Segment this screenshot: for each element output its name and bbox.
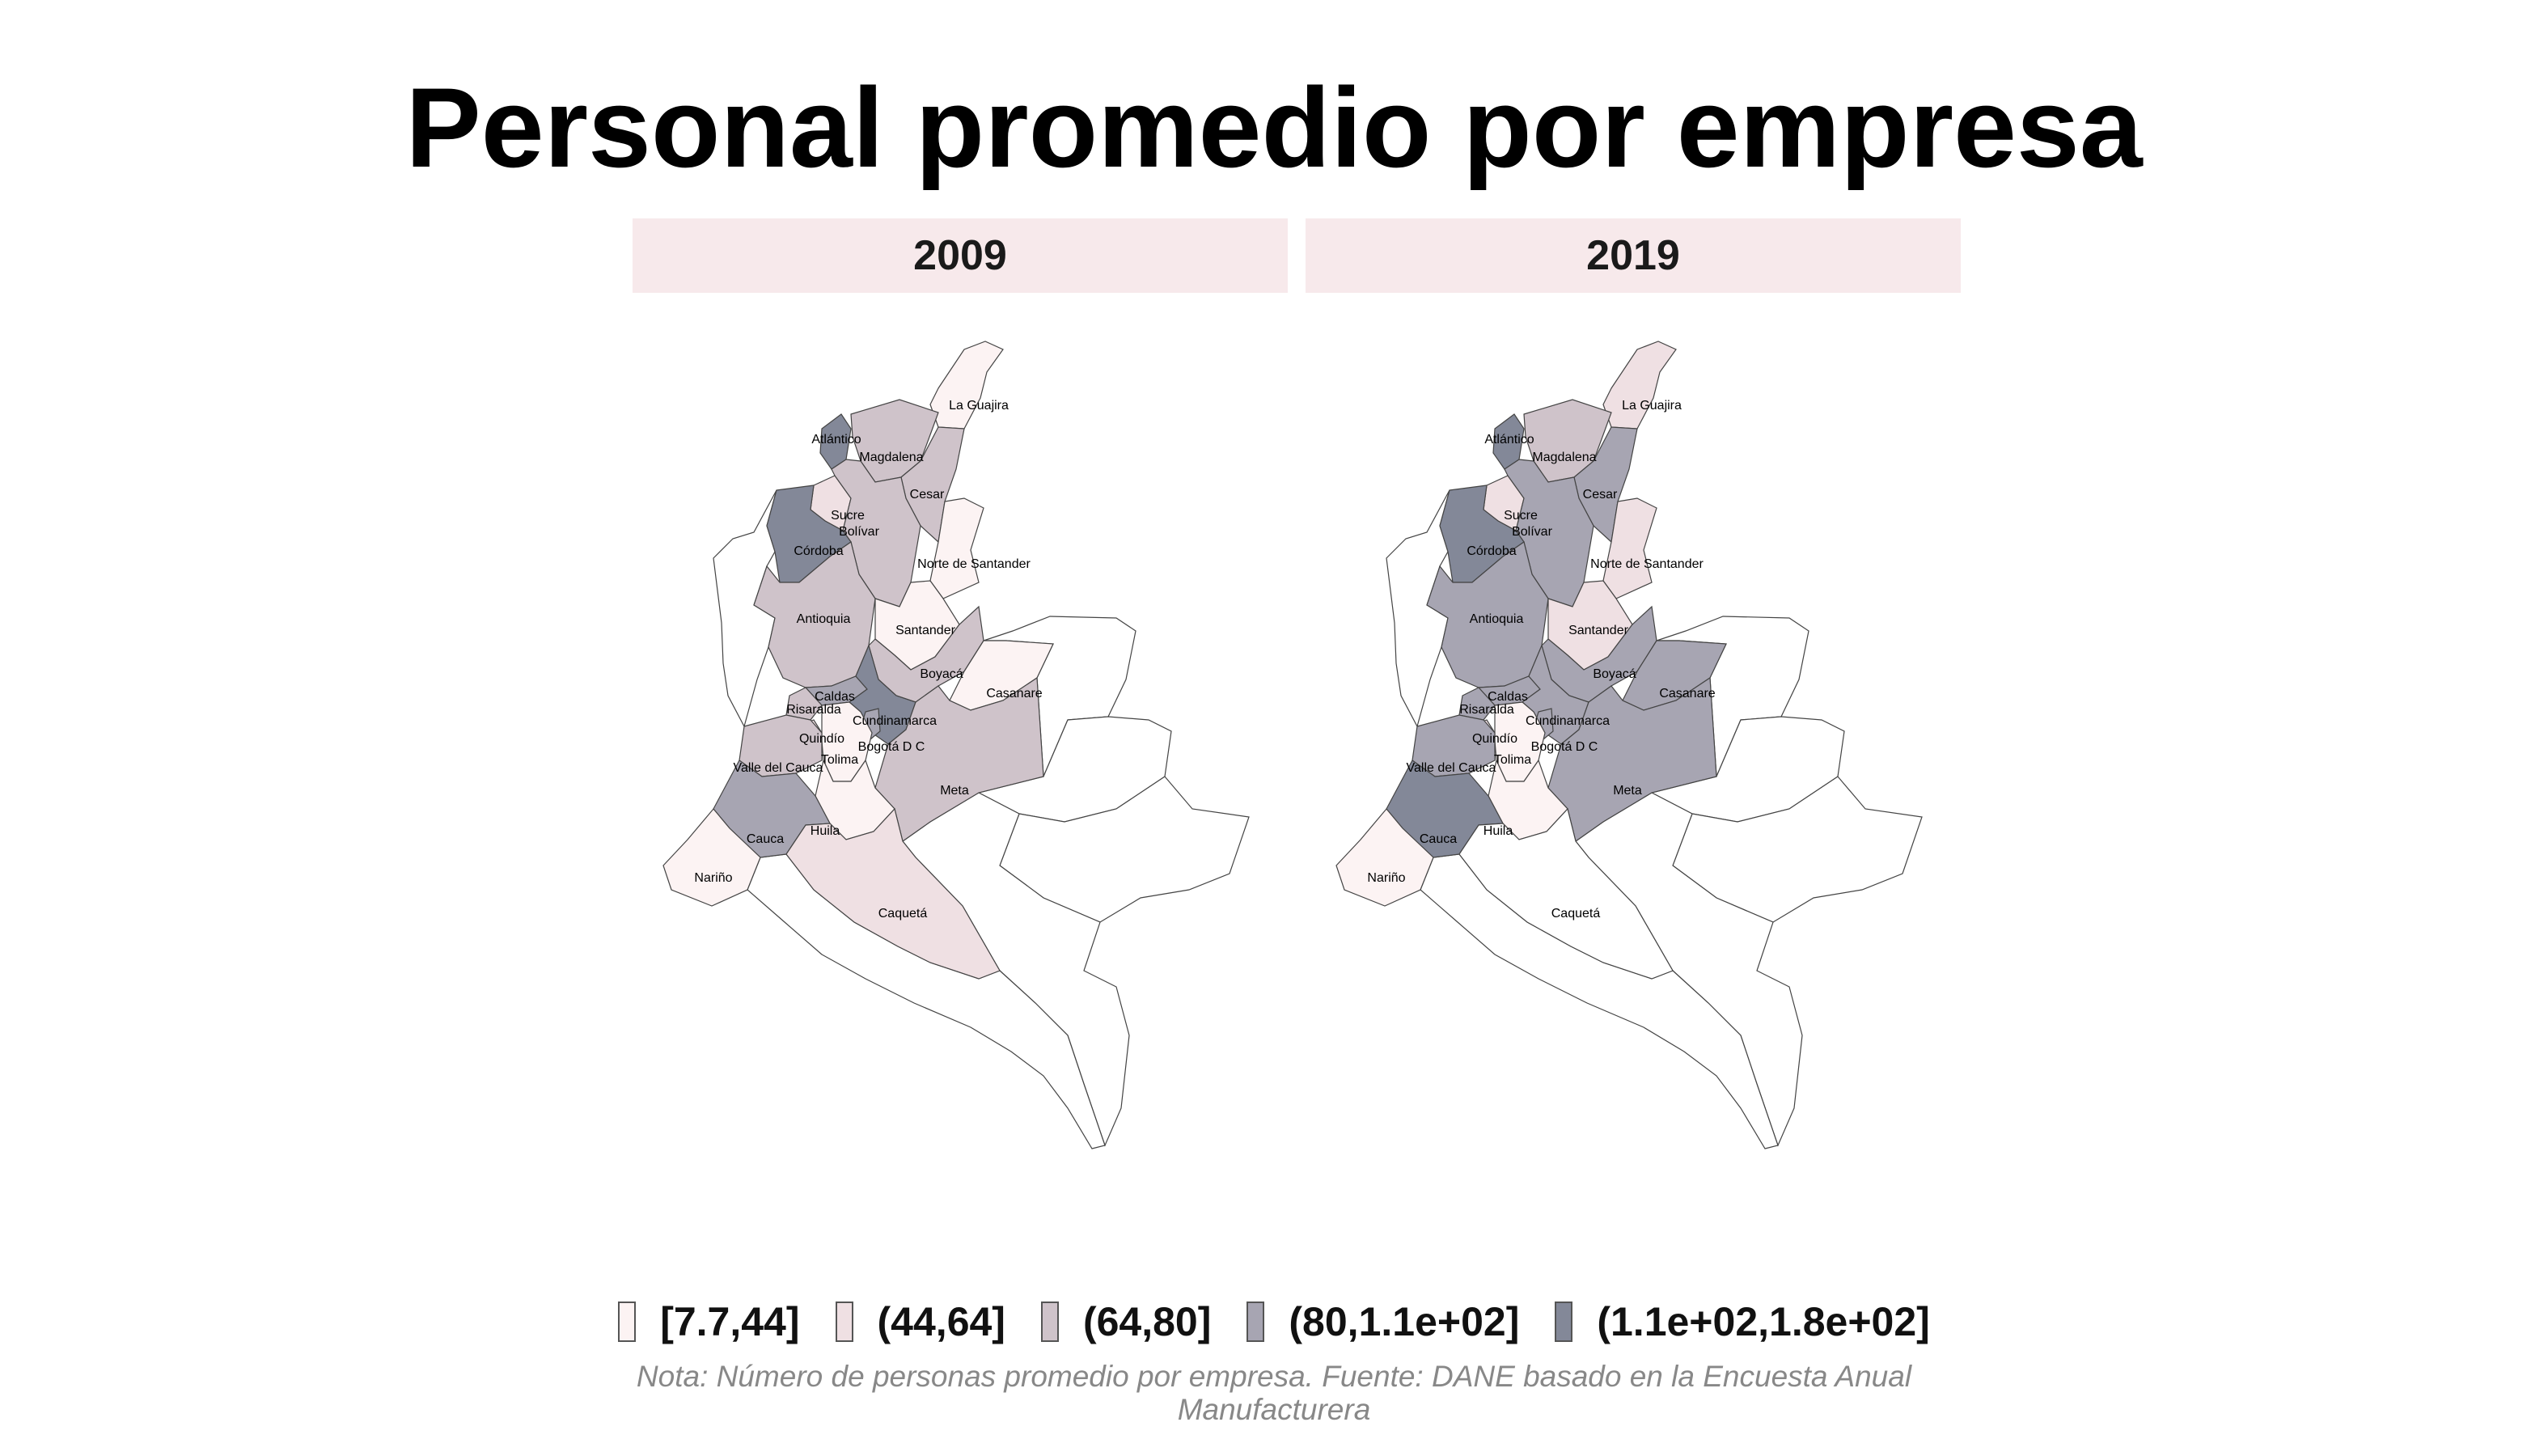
- department-label: Cundinamarca: [1526, 714, 1610, 728]
- department-label: Antioquia: [797, 612, 851, 626]
- department-label: Huila: [1484, 824, 1513, 838]
- department-label: Valle del Cauca: [1407, 761, 1496, 775]
- department-label: Cesar: [1583, 488, 1618, 502]
- department-region: [1335, 808, 1434, 907]
- department-label: Santander: [895, 624, 956, 637]
- legend-swatch: [618, 1302, 637, 1342]
- department-label: Bolívar: [839, 525, 879, 539]
- department-label: Quindío: [799, 732, 844, 746]
- legend-swatch: [835, 1302, 853, 1342]
- legend-swatch: [1246, 1302, 1265, 1342]
- department-label: Caldas: [815, 690, 855, 704]
- department-label: Risaralda: [786, 703, 841, 717]
- department-region: [1458, 807, 1674, 980]
- department-label: Magdalena: [859, 451, 923, 464]
- legend-swatch: [1555, 1302, 1573, 1342]
- legend: [7.7,44] (44,64] (64,80] (80,1.1e+02] (1…: [0, 1298, 2548, 1345]
- department-label: Caquetá: [1551, 907, 1601, 921]
- legend-item: (64,80]: [1040, 1298, 1212, 1345]
- legend-label: (80,1.1e+02]: [1289, 1299, 1520, 1344]
- department-label: Risaralda: [1459, 703, 1514, 717]
- facet-strip-2019: 2019: [1306, 218, 1961, 293]
- legend-label: (44,64]: [877, 1299, 1005, 1344]
- map-2009: La Guajira Atlántico Magdalena Cesar Sucre Bo…: [662, 341, 1250, 1149]
- department-label: Quindío: [1472, 732, 1517, 746]
- department-label: Norte de Santander: [917, 557, 1031, 571]
- department-label: Atlántico: [811, 433, 861, 447]
- department-label: Córdoba: [794, 544, 843, 558]
- department-label: Tolima: [821, 753, 858, 767]
- department-label: Cauca: [1420, 832, 1457, 846]
- department-label: Santander: [1568, 624, 1629, 637]
- department-label: Caquetá: [878, 907, 928, 921]
- department-label: La Guajira: [1622, 399, 1682, 413]
- legend-item: (80,1.1e+02]: [1246, 1298, 1519, 1345]
- department-label: Huila: [811, 824, 840, 838]
- department-label: Bogotá D C: [858, 740, 925, 754]
- department-label: Bogotá D C: [1531, 740, 1598, 754]
- department-label: Meta: [1613, 784, 1642, 798]
- department-label: Sucre: [831, 509, 865, 523]
- legend-item: (1.1e+02,1.8e+02]: [1555, 1298, 1930, 1345]
- department-label: Atlántico: [1484, 433, 1534, 447]
- legend-label: (1.1e+02,1.8e+02]: [1597, 1299, 1930, 1344]
- legend-item: [7.7,44]: [618, 1298, 800, 1345]
- legend-label: [7.7,44]: [660, 1299, 800, 1344]
- page-title: Personal promedio por empresa: [405, 64, 2143, 191]
- department-region: [785, 687, 823, 721]
- department-label: Boyacá: [920, 667, 963, 681]
- department-region: [662, 808, 761, 907]
- department-label: Sucre: [1504, 509, 1538, 523]
- department-label: Córdoba: [1467, 544, 1516, 558]
- department-label: Boyacá: [1593, 667, 1636, 681]
- department-label: Valle del Cauca: [734, 761, 823, 775]
- department-label: Cundinamarca: [853, 714, 937, 728]
- department-label: Nariño: [694, 871, 732, 885]
- department-label: Caldas: [1488, 690, 1528, 704]
- facet-strip-2009: 2009: [633, 218, 1288, 293]
- department-label: Cesar: [910, 488, 945, 502]
- department-label: Casanare: [986, 687, 1042, 700]
- department-region: [1458, 687, 1496, 721]
- department-label: Cauca: [747, 832, 784, 846]
- department-label: Norte de Santander: [1590, 557, 1704, 571]
- department-label: Meta: [940, 784, 969, 798]
- legend-label: (64,80]: [1082, 1299, 1212, 1344]
- department-region: [1602, 497, 1657, 599]
- legend-swatch: [1040, 1302, 1059, 1342]
- department-label: Casanare: [1659, 687, 1715, 700]
- department-region: [929, 497, 984, 599]
- department-label: La Guajira: [949, 399, 1009, 413]
- source-note: Nota: Número de personas promedio por em…: [636, 1360, 1912, 1426]
- department-label: Nariño: [1367, 871, 1405, 885]
- department-region: [929, 341, 1004, 430]
- department-region: [1602, 341, 1677, 430]
- department-label: Antioquia: [1470, 612, 1524, 626]
- legend-item: (44,64]: [835, 1298, 1005, 1345]
- department-label: Tolima: [1494, 753, 1531, 767]
- map-2019: La Guajira Atlántico Magdalena Cesar Sucre Bo…: [1335, 341, 1923, 1149]
- department-region: [785, 807, 1001, 980]
- department-label: Bolívar: [1512, 525, 1552, 539]
- department-label: Magdalena: [1532, 451, 1596, 464]
